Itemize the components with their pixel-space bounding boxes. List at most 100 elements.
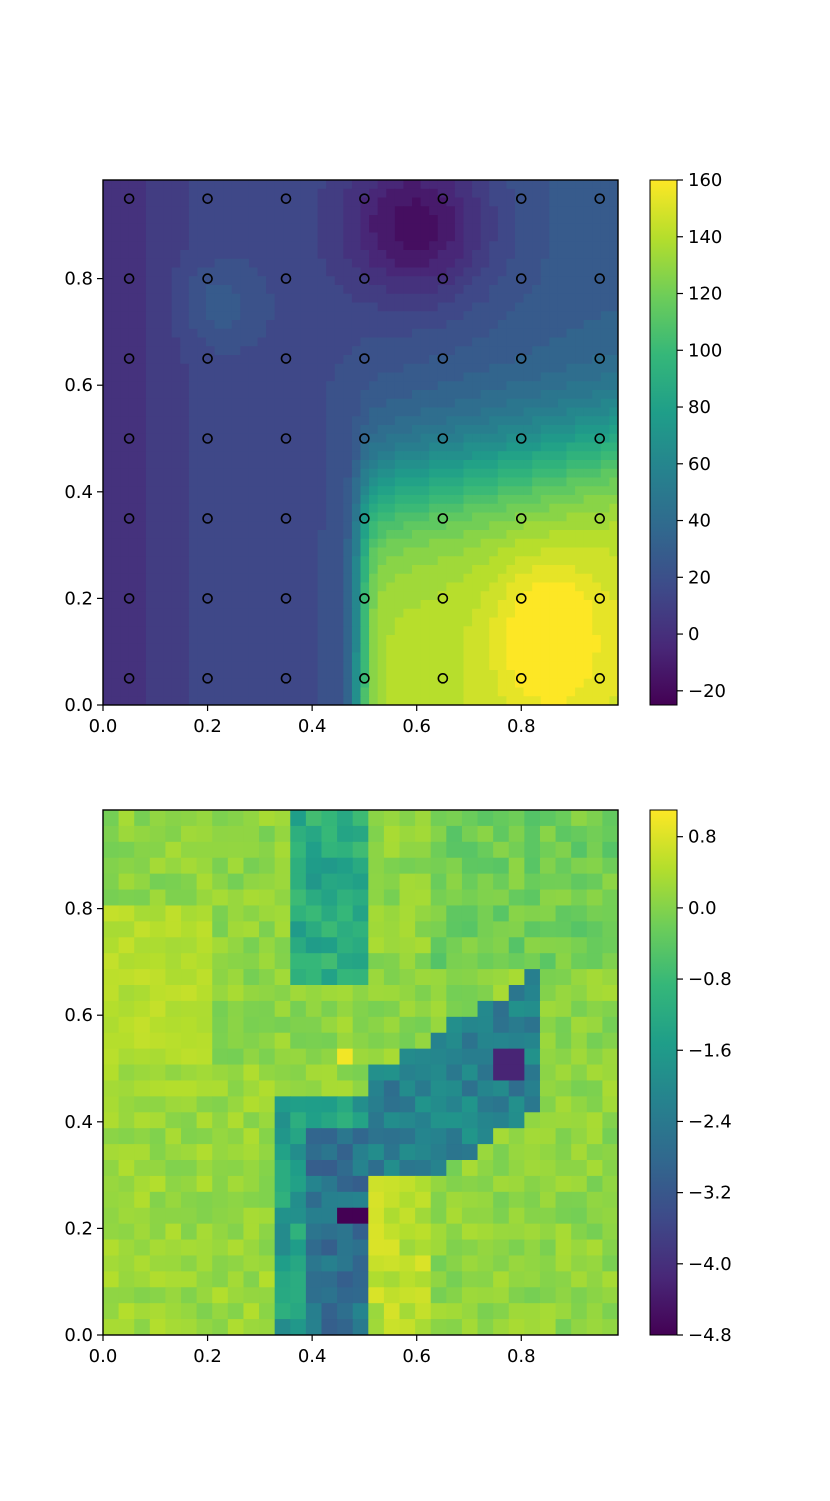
contour-chart: 0.0 0.2 0.4 0.6 0.80.00.20.40.60.8 −20020406… bbox=[64, 170, 726, 737]
contour-cell bbox=[248, 293, 259, 304]
contour-cell bbox=[214, 381, 224, 391]
grid-cell bbox=[103, 1207, 120, 1225]
contour-cell bbox=[154, 302, 164, 312]
grid-cell bbox=[368, 1000, 385, 1018]
grid-cell bbox=[539, 873, 557, 891]
contour-cell bbox=[317, 600, 327, 610]
contour-cell bbox=[326, 530, 336, 540]
contour-cell bbox=[489, 468, 499, 479]
grid-cell bbox=[415, 937, 432, 954]
contour-cell bbox=[300, 486, 310, 496]
contour-cell bbox=[111, 608, 121, 619]
contour-cell bbox=[171, 250, 181, 260]
contour-cell bbox=[377, 241, 387, 251]
contour-cell bbox=[575, 232, 585, 242]
contour-cell bbox=[575, 582, 585, 592]
contour-cell bbox=[197, 188, 207, 199]
contour-cell bbox=[128, 197, 138, 207]
contour-cell bbox=[137, 670, 147, 680]
contour-cell bbox=[274, 293, 284, 304]
contour-cell bbox=[317, 512, 327, 522]
contour-cell bbox=[566, 363, 576, 374]
grid-cell bbox=[352, 1080, 369, 1097]
contour-cell bbox=[412, 556, 422, 566]
contour-cell bbox=[515, 355, 525, 365]
grid-cell bbox=[337, 825, 354, 843]
contour-cell bbox=[214, 661, 224, 671]
contour-cell bbox=[120, 390, 130, 400]
contour-cell bbox=[420, 276, 430, 286]
contour-cell bbox=[111, 477, 121, 487]
contour-cell bbox=[437, 512, 447, 522]
grid-cell bbox=[539, 1064, 557, 1082]
grid-cell bbox=[305, 1128, 323, 1145]
contour-cell bbox=[360, 696, 370, 705]
contour-cell bbox=[257, 241, 267, 251]
grid-cell bbox=[446, 1080, 463, 1097]
contour-cell bbox=[437, 565, 447, 575]
contour-cell bbox=[274, 416, 284, 426]
contour-cell bbox=[420, 206, 430, 216]
contour-cell bbox=[386, 696, 396, 705]
contour-cell bbox=[609, 363, 618, 374]
grid-cell bbox=[305, 1144, 323, 1161]
contour-cell bbox=[334, 328, 344, 339]
contour-cell bbox=[369, 582, 379, 592]
contour-cell bbox=[343, 661, 353, 671]
contour-cell bbox=[454, 687, 465, 697]
contour-cell bbox=[351, 687, 362, 697]
contour-cell bbox=[454, 433, 465, 444]
contour-cell bbox=[369, 626, 379, 636]
contour-cell bbox=[609, 302, 618, 312]
contour-cell bbox=[489, 678, 499, 689]
contour-cell bbox=[274, 530, 284, 540]
grid-cell bbox=[165, 1175, 182, 1193]
contour-cell bbox=[326, 188, 336, 199]
contour-cell bbox=[283, 390, 293, 400]
contour-cell bbox=[103, 643, 113, 654]
contour-cell bbox=[583, 617, 593, 627]
contour-cell bbox=[291, 223, 302, 234]
contour-cell bbox=[214, 547, 224, 557]
grid-cell bbox=[352, 1255, 369, 1272]
contour-cell bbox=[497, 302, 508, 312]
contour-cell bbox=[386, 223, 396, 234]
contour-cell bbox=[103, 223, 113, 234]
contour-cell bbox=[360, 652, 370, 662]
contour-cell bbox=[274, 197, 284, 207]
contour-cell bbox=[103, 363, 113, 374]
contour-cell bbox=[592, 433, 602, 444]
contour-cell bbox=[145, 460, 156, 470]
grid-cell bbox=[555, 889, 572, 907]
contour-cell bbox=[489, 398, 499, 409]
grid-cell bbox=[368, 1319, 385, 1335]
contour-cell bbox=[600, 188, 611, 199]
contour-cell bbox=[291, 372, 302, 382]
contour-cell bbox=[472, 355, 482, 365]
grid-cell bbox=[571, 1032, 588, 1050]
contour-cell bbox=[506, 223, 516, 234]
contour-cell bbox=[231, 442, 241, 452]
grid-cell bbox=[259, 1032, 276, 1050]
contour-cell bbox=[145, 643, 156, 654]
contour-cell bbox=[446, 573, 456, 584]
contour-cell bbox=[463, 180, 473, 190]
grid-cell bbox=[259, 825, 276, 843]
contour-cell bbox=[549, 626, 559, 636]
contour-cell bbox=[506, 285, 516, 295]
contour-cell bbox=[343, 293, 353, 304]
contour-cell bbox=[506, 320, 516, 330]
contour-cell bbox=[231, 416, 241, 426]
contour-cell bbox=[463, 687, 473, 697]
contour-cell bbox=[412, 512, 422, 522]
grid-cell bbox=[259, 1096, 276, 1113]
contour-cell bbox=[257, 407, 267, 417]
contour-cell bbox=[231, 223, 241, 234]
contour-cell bbox=[180, 617, 190, 627]
grid-cell bbox=[103, 1255, 120, 1272]
colorbar-tick-label: 0.8 bbox=[688, 827, 717, 848]
contour-cell bbox=[206, 407, 216, 417]
grid-cell bbox=[103, 921, 120, 938]
contour-cell bbox=[540, 687, 550, 697]
contour-cell bbox=[163, 188, 173, 199]
